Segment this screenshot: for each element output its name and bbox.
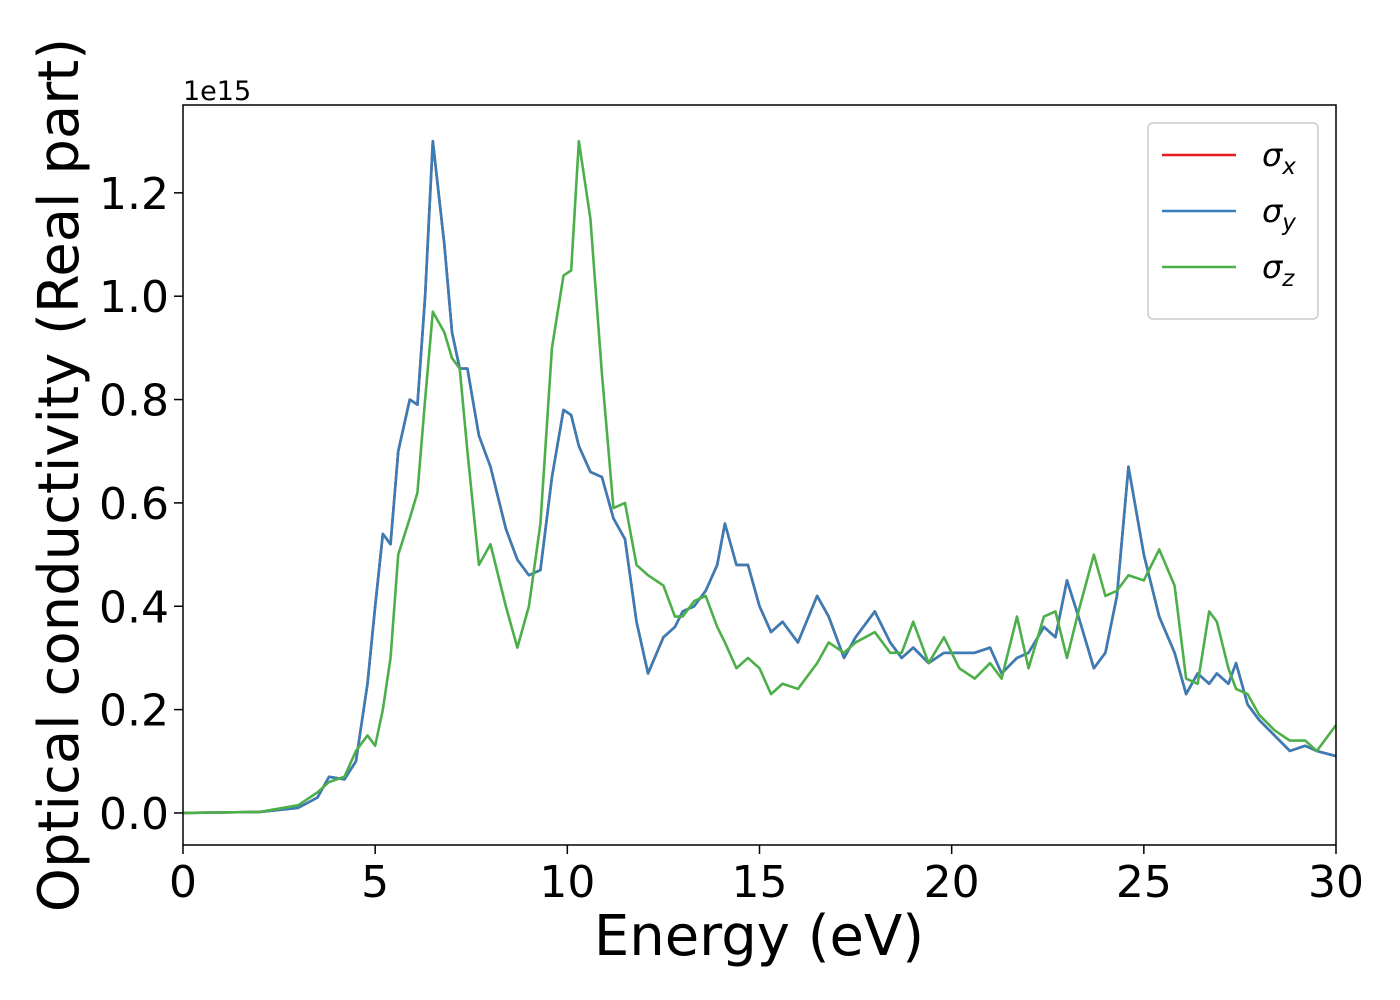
legend-label: σy: [1262, 192, 1296, 236]
y-tick-label: 1.0: [99, 272, 169, 323]
y-tick-label: 0.6: [99, 479, 169, 530]
y-tick-label: 0.0: [99, 789, 169, 840]
offset-text: 1e15: [183, 76, 251, 107]
legend-label: σz: [1262, 248, 1295, 292]
y-tick-label: 0.2: [99, 686, 169, 737]
x-tick-label: 10: [539, 857, 595, 908]
legend-label: σx: [1262, 136, 1296, 180]
y-axis-label: Optical conductivity (Real part): [27, 38, 92, 912]
x-tick-label: 5: [361, 857, 389, 908]
series-line: [183, 139, 1336, 815]
x-tick-label: 15: [732, 857, 788, 908]
x-tick-label: 25: [1116, 857, 1172, 908]
y-tick-label: 0.4: [99, 582, 169, 633]
x-tick-label: 30: [1308, 857, 1364, 908]
x-axis-label: Energy (eV): [594, 904, 924, 969]
series-line: [183, 139, 1336, 815]
y-tick-label: 1.2: [99, 169, 169, 220]
plot-frame: [182, 104, 1337, 846]
x-tick-label: 0: [169, 857, 197, 908]
x-tick-label: 20: [924, 857, 980, 908]
y-tick-label: 0.8: [99, 376, 169, 427]
legend-box: [1147, 122, 1319, 320]
